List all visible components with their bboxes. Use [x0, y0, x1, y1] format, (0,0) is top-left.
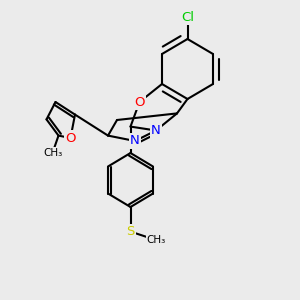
- Text: O: O: [134, 95, 145, 109]
- Text: S: S: [126, 225, 135, 238]
- Text: N: N: [130, 134, 140, 148]
- Text: CH₃: CH₃: [43, 148, 62, 158]
- Text: O: O: [65, 131, 76, 145]
- Text: Cl: Cl: [181, 11, 194, 24]
- Text: CH₃: CH₃: [146, 235, 166, 245]
- Text: N: N: [151, 124, 161, 137]
